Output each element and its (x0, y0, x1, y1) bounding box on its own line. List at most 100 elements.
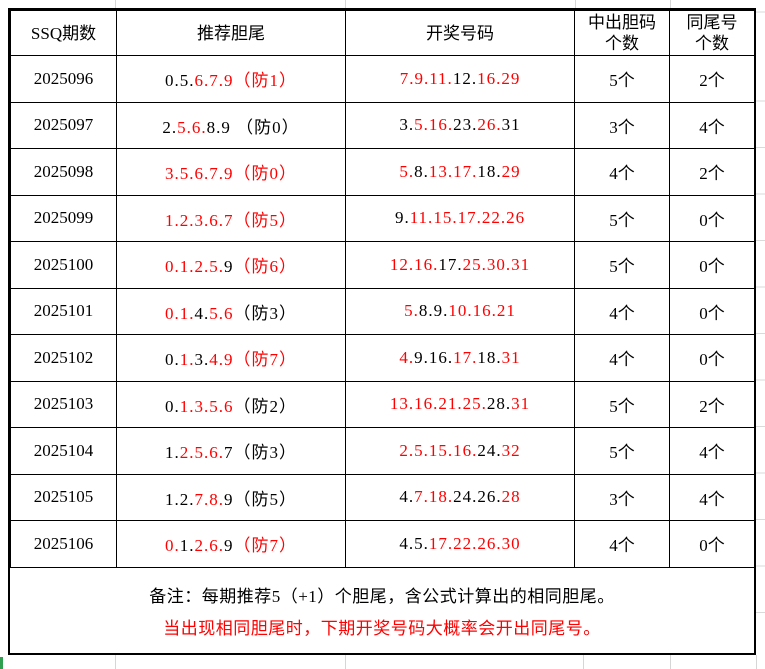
number-segment: 0. (165, 303, 180, 323)
number-segment: （防3） (233, 443, 297, 463)
table-body: 2025096 0.5.6.7.9（防1） 7.9.11.12.16.29 5个 2个 2… (10, 55, 755, 568)
number-segment: （防7） (233, 350, 297, 370)
number-segment: 1. (165, 489, 180, 509)
gridline (575, 0, 576, 8)
recommend-cell: 1.2.5.6.7（防3） (116, 427, 346, 475)
hits-cell: 5个 (574, 380, 670, 428)
number-segment: 3. (399, 115, 415, 135)
number-segment: 15. (433, 208, 458, 228)
number-segment: 9. (394, 208, 410, 228)
number-segment: 26 (506, 208, 526, 228)
number-segment: （防0） (236, 117, 300, 137)
number-segment: 6. (209, 536, 224, 556)
number-segment: 3. (194, 396, 210, 416)
number-segment: 7 (224, 210, 234, 230)
number-segment: 3. (165, 164, 180, 184)
number-segment: 16. (472, 301, 497, 321)
recommend-cell: 0.5.6.7.9（防1） (116, 55, 346, 103)
number-segment: 7 (224, 443, 234, 463)
number-segment: 2. (162, 117, 178, 137)
table-row: 2025103 0.1.3.5.6（防2） 13.16.21.25.28.31 5个 2… (10, 380, 755, 428)
number-segment: 1. (179, 350, 195, 370)
table-row: 2025098 3.5.6.7.9（防0） 5.8.13.17.18.29 4个 2个 (10, 148, 755, 196)
number-segment: 16. (414, 254, 439, 274)
number-segment: 1. (179, 396, 195, 416)
number-segment: 6. (194, 164, 210, 184)
number-segment: 17. (457, 208, 482, 228)
number-segment: （防6） (233, 257, 297, 277)
period-cell: 2025100 (10, 241, 117, 289)
number-segment: 2. (194, 257, 210, 277)
number-segment: 17. (453, 347, 478, 367)
draw-cell: 7.9.11.12.16.29 (345, 55, 575, 103)
number-segment: 16. (428, 115, 454, 135)
draw-cell: 4.7.18.24.26.28 (345, 473, 575, 521)
recommend-cell: 0.1.3.4.9（防7） (116, 334, 346, 382)
number-segment: 17. (428, 533, 454, 553)
number-segment: 4. (399, 533, 415, 553)
number-segment: 0. (165, 396, 180, 416)
number-segment: 26. (477, 487, 502, 507)
number-segment: 0. (165, 71, 180, 91)
ssq-analysis-table-wrap: SSQ期数 推荐胆尾 开奖号码 中出胆码 个数 同尾号 个数 2025096 0.… (8, 8, 756, 655)
number-segment: 5. (414, 115, 429, 135)
number-segment: 16. (477, 68, 502, 88)
number-segment: 9 (224, 164, 234, 184)
number-segment: 1. (179, 536, 195, 556)
number-segment: 1. (179, 303, 195, 323)
number-segment: 22. (453, 533, 478, 553)
number-segment: 1. (165, 210, 180, 230)
number-segment: 12. (389, 254, 415, 274)
recommend-cell: 0.1.2.5.9（防6） (116, 241, 346, 289)
number-segment: 9 (224, 257, 234, 277)
number-segment: 2. (179, 489, 195, 509)
draw-cell: 13.16.21.25.28.31 (345, 380, 575, 428)
number-segment: 16. (453, 440, 478, 460)
notes-box: 备注：每期推荐5（+1）个胆尾，含公式计算出的相同胆尾。 当出现相同胆尾时，下期… (10, 568, 754, 654)
table-row: 2025099 1.2.3.6.7（防5） 9.11.15.17.22.26 5个 0个 (10, 194, 755, 242)
gridline (115, 655, 116, 669)
period-cell: 2025105 (10, 473, 117, 521)
hits-cell: 3个 (574, 101, 670, 149)
same-tail-cell: 4个 (669, 427, 755, 475)
number-segment: 7. (209, 164, 224, 184)
number-segment: （防7） (233, 536, 297, 556)
same-tail-cell: 2个 (669, 55, 755, 103)
ssq-analysis-table: SSQ期数 推荐胆尾 开奖号码 中出胆码 个数 同尾号 个数 2025096 0.… (10, 10, 755, 568)
note-line-1: 备注：每期推荐5（+1）个胆尾，含公式计算出的相同胆尾。 (149, 587, 615, 606)
number-segment: 6. (209, 443, 224, 463)
number-segment: 5. (209, 257, 224, 277)
same-tail-cell: 4个 (669, 101, 755, 149)
hits-cell: 5个 (574, 55, 670, 103)
hits-cell: 4个 (574, 334, 670, 382)
draw-cell: 5.8.9.10.16.21 (345, 287, 575, 335)
gridline (670, 0, 671, 8)
hits-cell: 5个 (574, 427, 670, 475)
recommend-cell: 3.5.6.7.9（防0） (116, 148, 346, 196)
number-segment: 2. (194, 536, 210, 556)
number-segment: 25. (462, 254, 487, 274)
number-segment: 5. (414, 533, 429, 553)
number-segment: 1. (179, 257, 195, 277)
hits-cell: 5个 (574, 194, 670, 242)
table-row: 2025096 0.5.6.7.9（防1） 7.9.11.12.16.29 5个 2个 (10, 55, 755, 103)
number-segment: 10. (448, 301, 473, 321)
period-cell: 2025099 (10, 194, 117, 242)
recommend-cell: 2.5.6.8.9 （防0） (116, 101, 346, 149)
number-segment: 6. (209, 210, 224, 230)
number-segment: 28. (486, 394, 512, 414)
number-segment: 13. (428, 161, 454, 181)
hits-cell: 5个 (574, 241, 670, 289)
number-segment: （防5） (233, 210, 297, 230)
number-segment: 31 (511, 254, 531, 274)
sheet-gridline-strip-top (0, 0, 765, 8)
number-segment: 32 (501, 440, 521, 460)
same-tail-cell: 0个 (669, 287, 755, 335)
header-row: SSQ期数 推荐胆尾 开奖号码 中出胆码 个数 同尾号 个数 (10, 10, 755, 56)
draw-cell: 5.8.13.17.18.29 (345, 148, 575, 196)
draw-cell: 9.11.15.17.22.26 (345, 194, 575, 242)
number-segment: 4. (399, 347, 415, 367)
col-header-draw: 开奖号码 (345, 10, 575, 56)
recommend-cell: 1.2.7.8.9（防5） (116, 473, 346, 521)
number-segment: 7. (414, 487, 429, 507)
